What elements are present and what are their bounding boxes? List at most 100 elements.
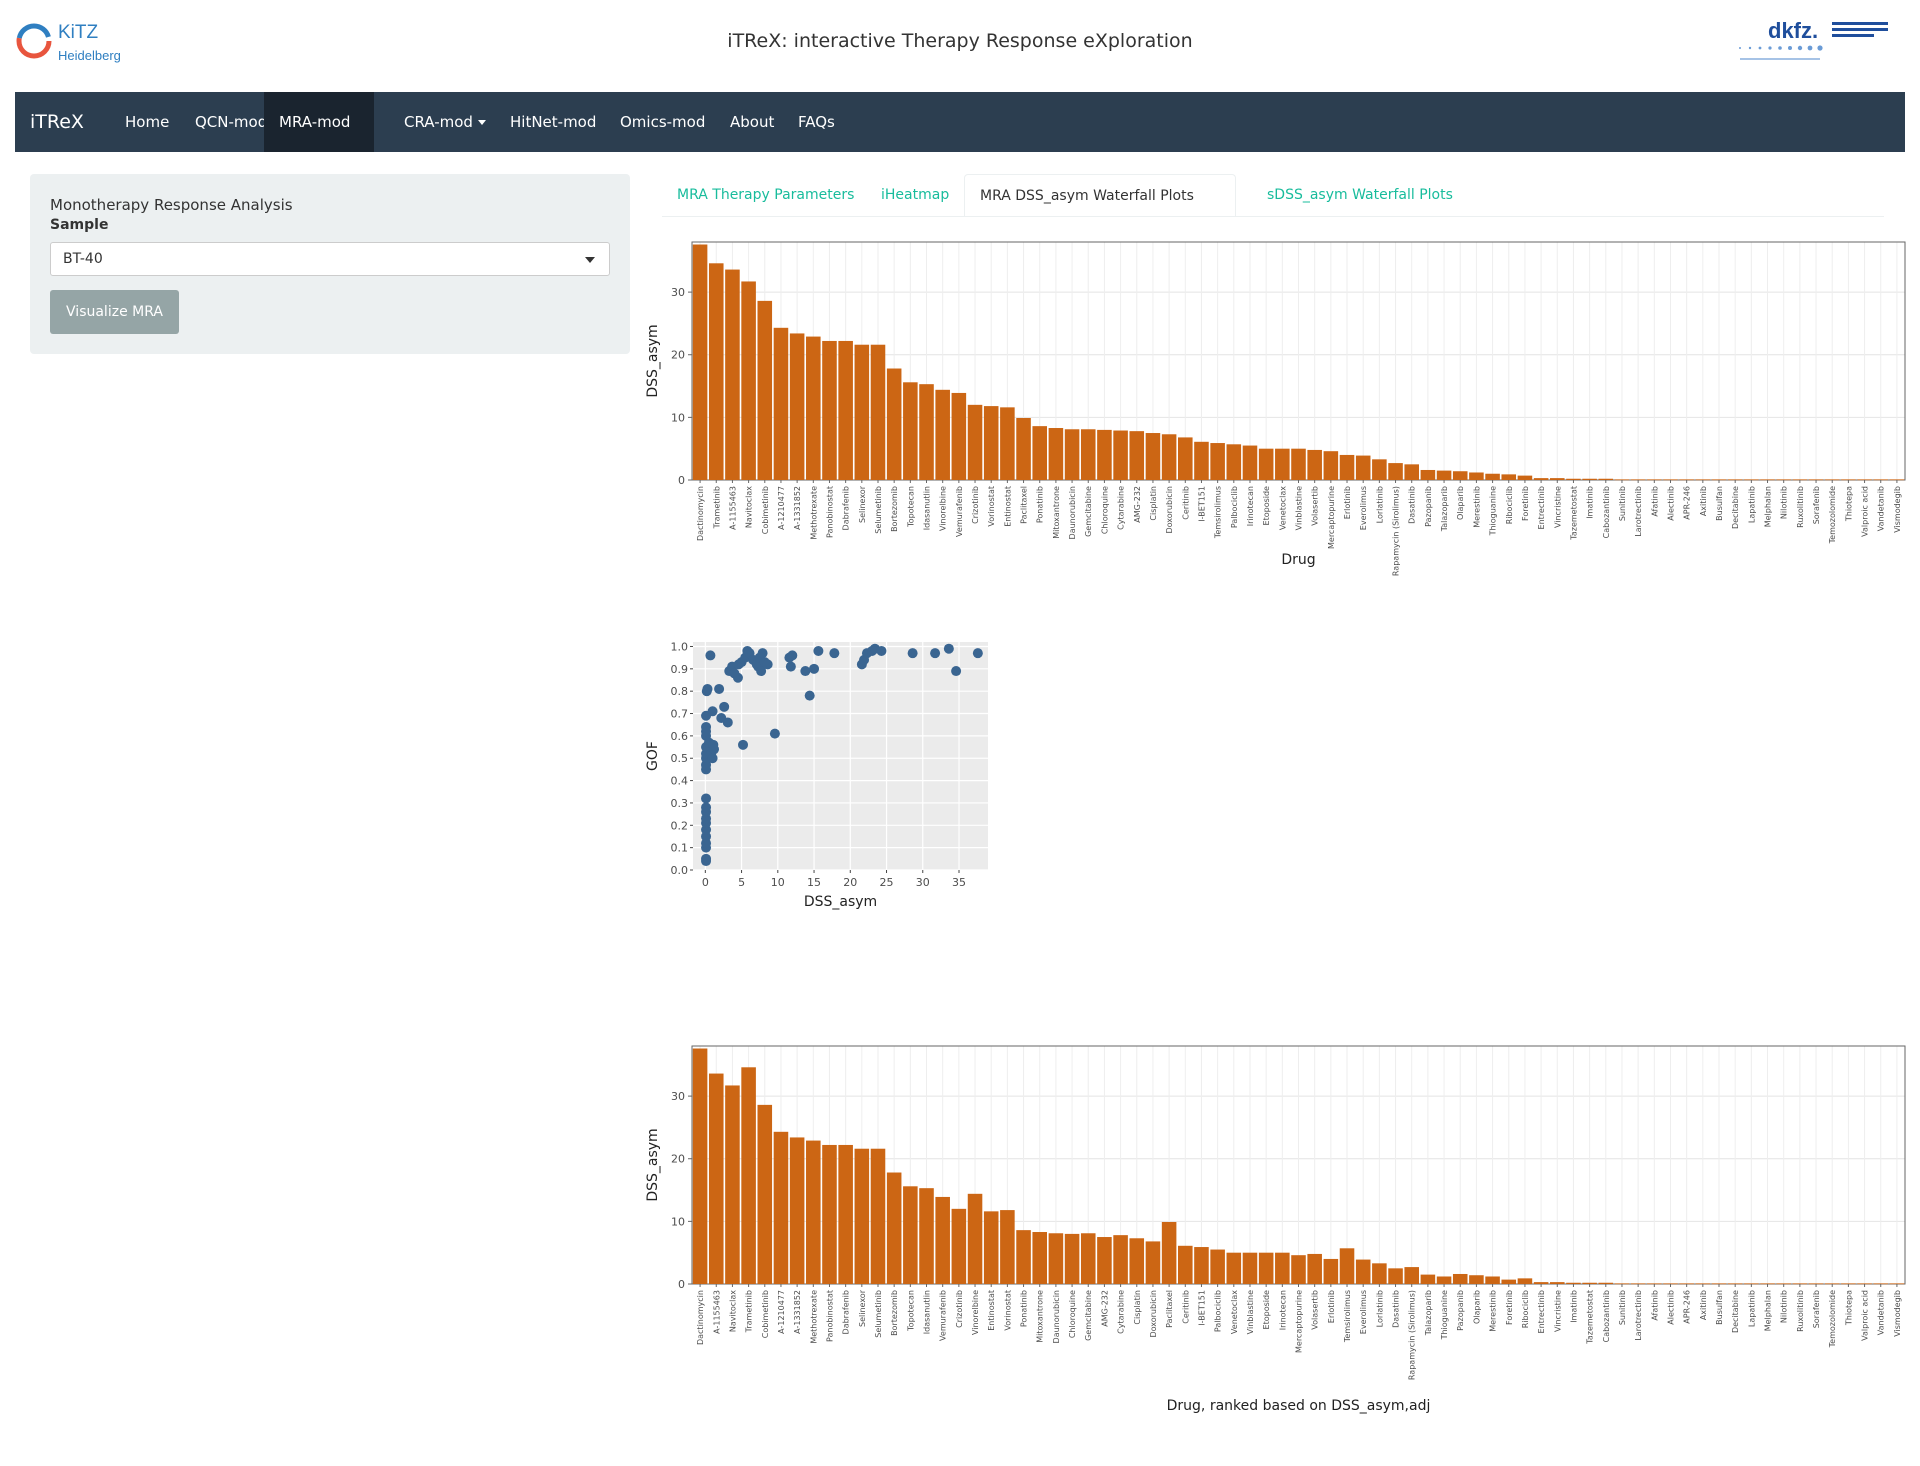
bar[interactable] (1372, 459, 1387, 480)
bar[interactable] (1614, 479, 1630, 481)
tab-sdss-asym-waterfall-plots[interactable]: sDSS_asym Waterfall Plots (1267, 187, 1453, 203)
nav-item-faqs[interactable]: FAQs (783, 92, 850, 152)
bar[interactable] (1388, 463, 1403, 480)
bar[interactable] (1889, 479, 1905, 481)
bar[interactable] (1032, 1232, 1048, 1284)
bar[interactable] (1048, 428, 1064, 480)
bar[interactable] (1097, 1237, 1112, 1284)
bar[interactable] (1679, 1283, 1694, 1285)
bar[interactable] (1824, 479, 1840, 481)
bar[interactable] (1841, 479, 1856, 481)
bar[interactable] (1533, 1282, 1549, 1284)
bar[interactable] (806, 1140, 821, 1284)
bar[interactable] (1711, 479, 1727, 481)
scatter-point[interactable] (762, 659, 773, 670)
scatter-point[interactable] (732, 672, 743, 683)
scatter-point[interactable] (829, 648, 840, 659)
bar[interactable] (870, 1148, 886, 1284)
bar[interactable] (1339, 454, 1355, 480)
bar[interactable] (1404, 1267, 1419, 1284)
bar[interactable] (1485, 473, 1500, 480)
nav-item-about[interactable]: About (715, 92, 789, 152)
bar[interactable] (1711, 1283, 1727, 1285)
bar[interactable] (1824, 1283, 1840, 1285)
bar[interactable] (886, 368, 902, 480)
scatter-point[interactable] (930, 648, 941, 659)
bar[interactable] (1436, 1276, 1452, 1284)
bar[interactable] (1469, 472, 1484, 480)
bar[interactable] (1501, 474, 1517, 480)
bar[interactable] (1210, 1249, 1225, 1284)
bar[interactable] (1178, 437, 1193, 480)
bar[interactable] (1598, 478, 1614, 480)
bar[interactable] (1291, 1255, 1306, 1284)
bar[interactable] (1000, 1210, 1015, 1284)
nav-item-home[interactable]: Home (110, 92, 184, 152)
scatter-point[interactable] (707, 706, 718, 717)
tab-mra-therapy-parameters[interactable]: MRA Therapy Parameters (677, 187, 855, 203)
bar[interactable] (1808, 1283, 1824, 1285)
bar[interactable] (1404, 464, 1419, 480)
bar[interactable] (1161, 434, 1177, 480)
bar[interactable] (1032, 426, 1048, 480)
scatter-point[interactable] (719, 701, 730, 712)
bar[interactable] (983, 406, 999, 480)
bar[interactable] (1258, 448, 1274, 480)
bar[interactable] (1178, 1245, 1193, 1284)
bar[interactable] (822, 340, 837, 480)
bar[interactable] (1275, 448, 1290, 480)
bar[interactable] (1194, 441, 1209, 480)
bar[interactable] (1517, 1278, 1533, 1284)
bar[interactable] (1388, 1268, 1403, 1284)
bar[interactable] (1420, 1274, 1436, 1284)
bar[interactable] (1258, 1252, 1274, 1284)
bar[interactable] (822, 1144, 837, 1284)
bar[interactable] (1355, 455, 1371, 480)
bar[interactable] (967, 404, 983, 480)
bar[interactable] (1000, 407, 1015, 480)
bar[interactable] (1889, 1283, 1905, 1285)
scatter-point[interactable] (809, 663, 820, 674)
scatter-point[interactable] (907, 648, 918, 659)
bar[interactable] (789, 1137, 805, 1284)
bar[interactable] (951, 1208, 967, 1284)
scatter-point[interactable] (714, 683, 725, 694)
bar[interactable] (1792, 479, 1808, 481)
bar[interactable] (1242, 1252, 1258, 1284)
bar[interactable] (1614, 1283, 1630, 1285)
nav-item-qcn-mod[interactable]: QCN-mod (180, 92, 282, 152)
scatter-point[interactable] (972, 648, 983, 659)
scatter-point[interactable] (876, 645, 887, 656)
bar[interactable] (1307, 1253, 1322, 1284)
bar[interactable] (1420, 469, 1436, 480)
bar[interactable] (1469, 1275, 1484, 1284)
bar[interactable] (1485, 1276, 1500, 1284)
scatter-point[interactable] (738, 739, 749, 750)
bar[interactable] (1744, 479, 1759, 481)
bar[interactable] (725, 1085, 740, 1284)
bar[interactable] (741, 281, 756, 480)
bar[interactable] (951, 392, 967, 480)
bar[interactable] (1727, 1283, 1743, 1285)
bar[interactable] (1016, 417, 1031, 480)
bar[interactable] (1695, 479, 1711, 481)
bar[interactable] (1372, 1263, 1387, 1284)
bar[interactable] (1501, 1279, 1517, 1284)
tab-mra-dss-asym-waterfall-plots[interactable]: MRA DSS_asym Waterfall Plots (964, 174, 1236, 216)
bar[interactable] (1048, 1233, 1064, 1284)
bar[interactable] (1857, 1283, 1872, 1285)
bar[interactable] (692, 1048, 708, 1284)
bar[interactable] (806, 336, 821, 480)
bar[interactable] (1291, 448, 1306, 480)
bar[interactable] (1064, 429, 1080, 480)
bar[interactable] (1307, 449, 1322, 480)
bar[interactable] (1630, 1283, 1646, 1285)
bar[interactable] (903, 1186, 918, 1284)
scatter-point[interactable] (705, 650, 716, 661)
bar[interactable] (1582, 478, 1597, 480)
bar[interactable] (708, 263, 724, 480)
scatter-point[interactable] (951, 666, 962, 677)
bar[interactable] (1776, 1283, 1791, 1285)
bar[interactable] (903, 382, 918, 480)
bar[interactable] (1776, 479, 1791, 481)
